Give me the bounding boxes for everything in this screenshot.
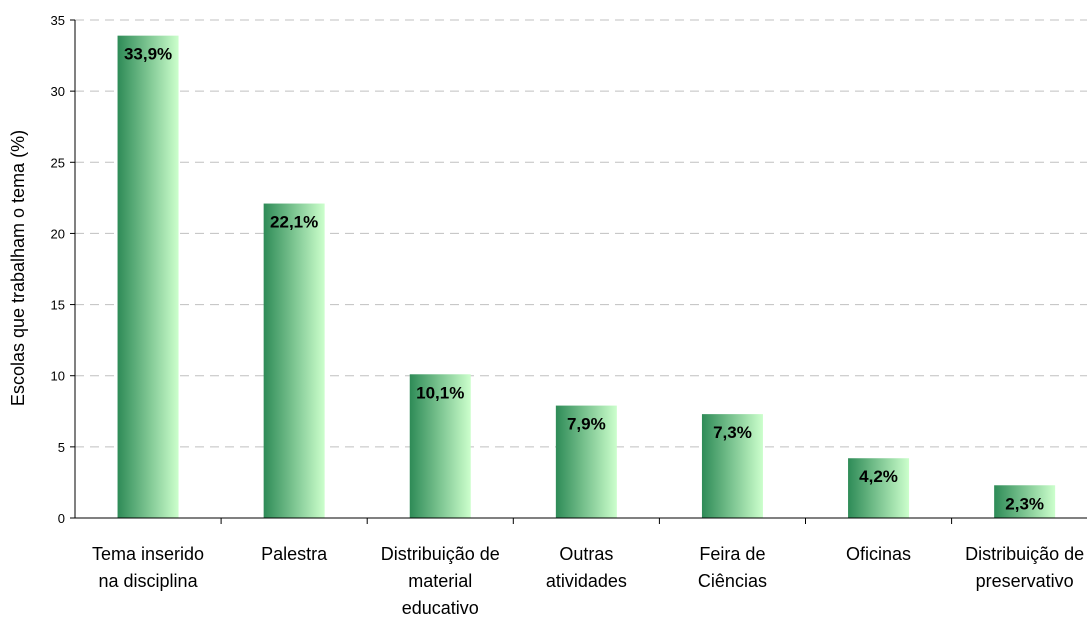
y-tick-label-30: 30 xyxy=(51,84,65,99)
category-label-1: Tema inserido na disciplina xyxy=(92,544,204,591)
bars xyxy=(117,35,1056,518)
data-label-6: 4,2% xyxy=(859,467,898,486)
bar-1 xyxy=(117,35,179,518)
category-label-7: Distribuição de preservativo xyxy=(965,544,1084,591)
data-label-1: 33,9% xyxy=(124,45,172,64)
bar-5 xyxy=(701,414,763,518)
bar-4 xyxy=(555,405,617,518)
data-label-7: 2,3% xyxy=(1005,494,1044,513)
bar-3 xyxy=(409,374,471,518)
labels: 33,9% Tema inserido na disciplina 22,1% Pale… xyxy=(92,45,1084,618)
y-tick-label-15: 15 xyxy=(51,298,65,313)
category-label-2: Palestra xyxy=(261,544,328,564)
data-label-4: 7,9% xyxy=(567,415,606,434)
category-label-5: Feira de Ciências xyxy=(698,544,767,591)
data-label-3: 10,1% xyxy=(416,383,464,402)
gridlines xyxy=(75,19,1087,448)
y-tick-label-25: 25 xyxy=(51,155,65,170)
category-label-6: Oficinas xyxy=(846,544,911,564)
y-tick-label-35: 35 xyxy=(51,13,65,28)
axes: 0 5 10 15 20 25 30 35 xyxy=(51,13,1087,526)
y-axis-label: Escolas que trabalham o tema (%) xyxy=(8,130,28,406)
category-label-4: Outras atividades xyxy=(546,544,627,591)
bar-6 xyxy=(848,458,910,518)
y-tick-label-0: 0 xyxy=(58,511,65,526)
y-tick-label-10: 10 xyxy=(51,369,65,384)
category-label-3: Distribuição de material educativo xyxy=(381,544,500,618)
data-label-2: 22,1% xyxy=(270,213,318,232)
y-tick-label-5: 5 xyxy=(58,440,65,455)
bar-7 xyxy=(994,485,1056,518)
bar-2 xyxy=(263,203,325,518)
data-label-5: 7,3% xyxy=(713,423,752,442)
y-tick-label-20: 20 xyxy=(51,226,65,241)
